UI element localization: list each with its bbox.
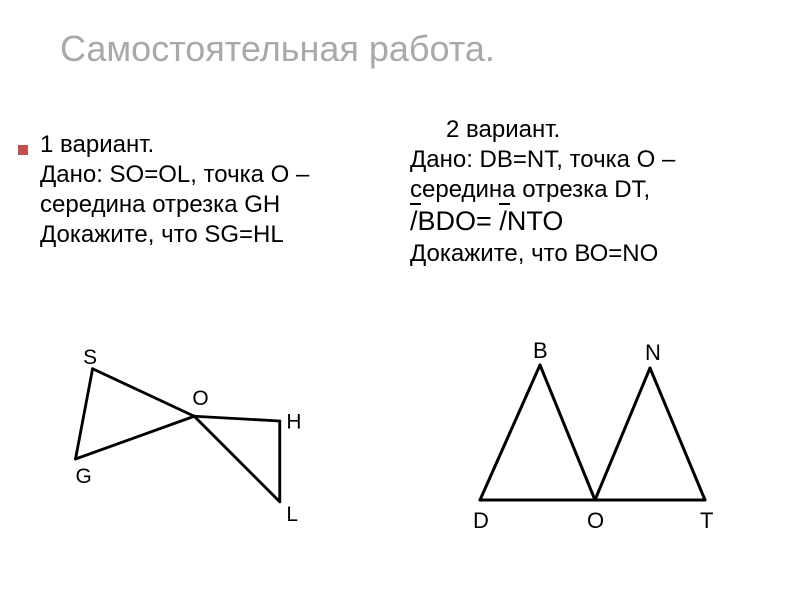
svg-text:G: G — [76, 465, 92, 488]
variant-2: 2 вариант. Дано: DB=NT, точка О – середи… — [410, 115, 770, 269]
page-title: Самостоятельная работа. — [60, 28, 495, 70]
title-bullet — [18, 145, 28, 155]
variant-1-given: Дано: SO=OL, точка О – середина отрезка … — [40, 160, 380, 220]
angle-bdo: BDO= — [418, 206, 492, 236]
svg-text:H: H — [286, 411, 301, 434]
svg-text:O: O — [587, 508, 604, 533]
angle-symbol-icon: / — [410, 205, 418, 239]
svg-text:O: O — [192, 387, 208, 410]
angle-nto: NTO — [507, 206, 564, 236]
svg-text:T: T — [700, 508, 713, 533]
variant-2-angles: /BDO= /NTO — [410, 205, 770, 239]
svg-text:D: D — [473, 508, 489, 533]
diagram-variant-1: G S O H L — [40, 345, 320, 535]
variant-1-heading: 1 вариант. — [40, 130, 380, 160]
variant-2-prove: Докажите, что ВО=NO — [410, 239, 770, 269]
svg-text:B: B — [533, 340, 548, 363]
angle-symbol-icon: / — [499, 205, 507, 239]
variant-1-prove: Докажите, что SG=HL — [40, 220, 380, 250]
variant-2-heading: 2 вариант. — [410, 115, 770, 145]
svg-text:N: N — [645, 340, 661, 365]
variant-2-given: Дано: DB=NT, точка О – середина отрезка … — [410, 145, 770, 205]
svg-text:L: L — [286, 503, 298, 526]
diagram-variant-2: D B O N T — [445, 340, 745, 540]
variant-1: 1 вариант. Дано: SO=OL, точка О – середи… — [40, 130, 380, 250]
svg-text:S: S — [83, 346, 97, 369]
